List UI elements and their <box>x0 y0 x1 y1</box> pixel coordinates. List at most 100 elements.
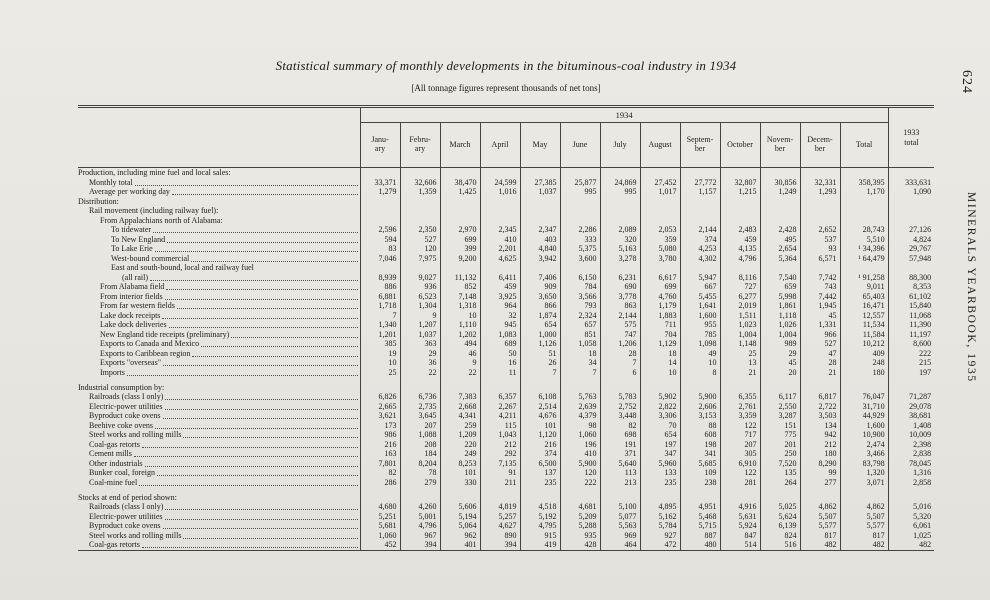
value-cell: 3,278 <box>599 253 640 263</box>
value-cell: 890 <box>479 530 520 540</box>
value-cell: 942 <box>799 430 840 440</box>
value-cell: 109 <box>679 468 720 478</box>
value-cell: 5,162 <box>639 511 680 521</box>
dotted-leader <box>162 418 358 419</box>
value-cell-total: 11,534 <box>839 320 889 330</box>
value-cell: 2,350 <box>399 225 440 235</box>
value-cell: 1,861 <box>759 301 800 311</box>
value-cell: 281 <box>719 477 760 487</box>
value-cell: 32,331 <box>799 177 840 187</box>
value-cell: 5,784 <box>639 521 680 531</box>
value-cell: 1,060 <box>559 430 600 440</box>
value-cell: 5,288 <box>559 521 600 531</box>
value-cell: 3,778 <box>599 291 640 301</box>
value-cell: 3,359 <box>719 411 760 421</box>
value-cell <box>399 206 440 216</box>
value-cell <box>439 167 480 178</box>
value-cell: 211 <box>479 477 520 487</box>
value-cell-total: 3,466 <box>839 449 889 459</box>
value-cell: 30,856 <box>759 177 800 187</box>
dotted-leader <box>126 374 358 376</box>
value-cell: 1,600 <box>679 310 720 320</box>
value-cell-total <box>839 206 889 216</box>
table-row: Coal-gas retorts 452 394 401 394 419 428 464 472… <box>78 540 935 551</box>
value-cell: 238 <box>679 477 720 487</box>
value-cell: 4,211 <box>479 411 520 421</box>
value-cell: 2,735 <box>399 401 440 411</box>
table-row: Byproduct coke ovens 3,621 3,645 4,341 4,211… <box>78 411 935 421</box>
value-cell: 2,752 <box>599 401 640 411</box>
row-label-cell: To New England <box>78 235 360 245</box>
value-cell: 4,627 <box>479 521 520 531</box>
value-cell: 1,148 <box>719 339 760 349</box>
value-cell: 7,406 <box>519 272 560 282</box>
value-cell-1933-total: 10,009 <box>887 430 935 440</box>
value-cell: 909 <box>519 282 560 292</box>
row-label: Average per working day <box>89 187 170 196</box>
value-cell: 1,043 <box>479 430 520 440</box>
row-label-cell: Other industrials <box>78 459 360 469</box>
value-cell: 8,290 <box>799 458 840 468</box>
value-cell: 120 <box>399 244 440 254</box>
value-cell: 847 <box>719 530 760 540</box>
value-cell: 775 <box>759 430 800 440</box>
value-cell: 6,500 <box>519 458 560 468</box>
dotted-leader <box>183 537 358 539</box>
value-cell: 527 <box>799 339 840 349</box>
value-cell: 784 <box>559 282 600 292</box>
value-cell: 220 <box>439 439 480 449</box>
dotted-leader <box>153 232 358 233</box>
value-cell-1933-total: 197 <box>887 367 935 377</box>
value-cell: 10 <box>359 358 400 368</box>
dotted-leader <box>171 194 358 195</box>
value-cell-total: 16,471 <box>839 301 889 311</box>
value-cell: 113 <box>599 468 640 478</box>
dotted-leader <box>166 289 358 290</box>
book-margin-title: MINERALS YEARBOOK, 1935 <box>965 192 977 383</box>
dotted-leader <box>164 518 358 520</box>
value-cell: 1,249 <box>759 187 800 197</box>
value-cell: 955 <box>679 320 720 330</box>
value-cell: 6,139 <box>759 521 800 531</box>
value-cell-1933-total: 2,398 <box>887 439 935 449</box>
row-label: From interior fields <box>100 291 163 301</box>
value-cell: 936 <box>399 282 440 292</box>
value-cell: 6,523 <box>399 291 440 301</box>
value-cell <box>399 196 440 206</box>
table-row: Coal-gas retorts 216 208 220 212 216 196 191 197… <box>78 439 935 449</box>
value-cell: 2,665 <box>359 401 400 411</box>
row-label: To Lake Erie <box>111 244 153 253</box>
value-cell: 3,942 <box>519 253 560 263</box>
value-cell: 5,209 <box>559 511 600 521</box>
value-cell: 966 <box>799 329 840 339</box>
value-cell: 4,253 <box>679 244 720 254</box>
value-cell: 2,970 <box>439 225 480 235</box>
value-cell: 122 <box>719 468 760 478</box>
value-cell: 1,023 <box>719 320 760 330</box>
value-cell: 249 <box>439 449 480 459</box>
value-cell <box>639 215 680 225</box>
dotted-leader <box>149 279 358 281</box>
value-cell: 13 <box>719 358 760 368</box>
value-cell: 482 <box>799 540 840 551</box>
value-cell: 4,379 <box>559 411 600 421</box>
value-cell <box>519 263 560 273</box>
value-cell <box>799 167 840 178</box>
value-cell <box>639 487 680 502</box>
row-label-cell: To tidewater <box>78 225 360 235</box>
value-cell-total: 5,507 <box>839 511 889 521</box>
value-cell: 47 <box>799 348 840 358</box>
value-cell: 3,645 <box>399 411 440 421</box>
value-cell: 4,625 <box>479 253 520 263</box>
value-cell-1933-total: 38,681 <box>887 411 935 421</box>
table-row: Other industrials 7,801 8,204 8,253 7,135 6,5… <box>78 458 935 469</box>
value-cell: 967 <box>399 530 440 540</box>
value-cell <box>799 263 840 273</box>
column-header: August <box>639 122 680 168</box>
value-cell <box>439 206 480 216</box>
column-header: Decem- ber <box>799 122 840 168</box>
value-cell: 5,783 <box>599 392 640 402</box>
table-row: To tidewater 2,596 2,350 2,970 2,345 2,347 2,2… <box>78 225 935 235</box>
value-cell: 514 <box>719 540 760 551</box>
value-cell: 22 <box>439 367 480 377</box>
